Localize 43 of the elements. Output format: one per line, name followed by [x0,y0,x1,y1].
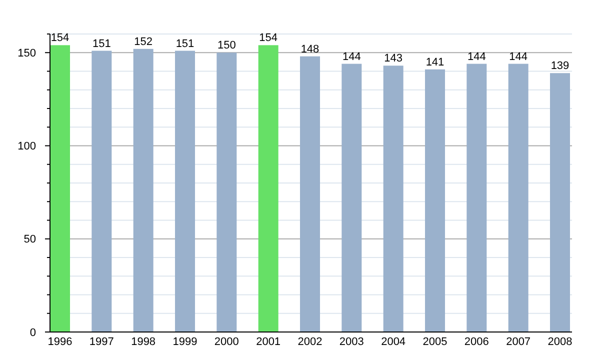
bar [342,64,362,332]
bar [508,64,528,332]
bar [425,69,445,332]
x-tick-label: 2004 [381,336,406,348]
data-label: 154 [259,32,278,44]
y-tick-label: 0 [30,326,36,339]
bar [550,73,570,332]
x-tick-label: 1996 [48,336,72,348]
bar [383,66,404,332]
x-tick-label: 1997 [89,336,114,348]
x-tick-label: 2000 [214,336,239,348]
x-tick-label: 1998 [131,336,156,348]
bar [466,64,487,332]
y-tick-label: 150 [18,47,36,60]
bar [300,56,320,332]
data-label: 141 [426,56,444,68]
data-label: 139 [550,60,570,72]
bar [50,45,70,332]
bar [175,50,195,332]
x-tick-label: 2007 [506,336,531,348]
x-tick-label: 2003 [339,336,364,348]
data-label: 154 [50,32,70,44]
data-label: 144 [467,50,486,63]
data-label: 151 [176,38,194,50]
x-tick-label: 1999 [172,336,198,348]
bar [133,48,154,332]
data-label: 148 [300,43,320,56]
data-label: 143 [384,52,403,65]
bar [258,45,278,332]
x-tick-label: 2005 [422,336,448,348]
y-tick-label: 100 [18,140,36,153]
bar [216,52,237,332]
data-label: 152 [134,36,153,48]
x-tick-label: 2001 [256,336,281,348]
x-tick-label: 2006 [464,336,489,348]
data-label: 150 [217,40,236,52]
x-tick-label: 2002 [298,336,322,348]
data-label: 144 [509,50,528,63]
data-label: 151 [92,38,111,50]
x-tick-label: 2008 [548,336,572,348]
y-tick-label: 50 [24,234,36,246]
data-label: 144 [342,50,361,63]
bar [92,50,112,332]
